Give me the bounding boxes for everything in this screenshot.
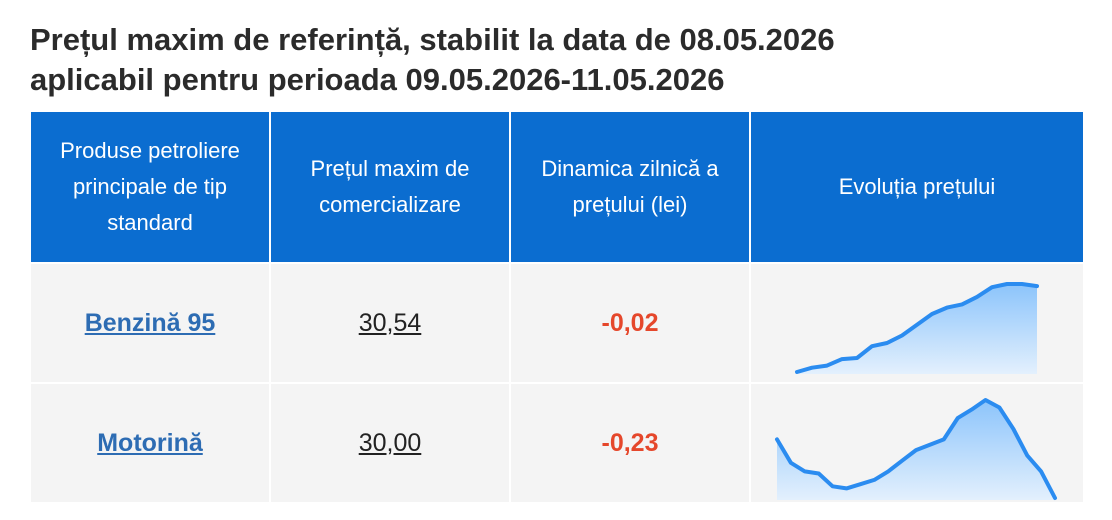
sparkline-area — [797, 284, 1037, 374]
table-body: Benzină 95 30,54 -0,02 Motorină 30,00 -0,23 — [29, 262, 1085, 504]
sparkline-line — [795, 282, 1039, 374]
column-header: Dinamica zilnică a prețului (lei) — [509, 112, 751, 264]
column-header: Produse petroliere principale de tip sta… — [29, 112, 271, 264]
product-link[interactable]: Motorină — [97, 428, 203, 457]
product-link[interactable]: Benzină 95 — [84, 308, 216, 337]
sparkline — [775, 398, 1057, 500]
change-cell: -0,23 — [509, 382, 751, 504]
price-cell: 30,00 — [269, 382, 511, 504]
trend-cell — [749, 262, 1085, 384]
price-link[interactable]: 30,54 — [358, 308, 422, 337]
title-line: Prețul maxim de referință, stabilit la d… — [30, 22, 835, 57]
sparkline-line — [775, 398, 1057, 500]
price-table: Produse petroliere principale de tip sta… — [29, 112, 1085, 504]
column-header: Prețul maxim de comercializare — [269, 112, 511, 264]
price-change: -0,02 — [601, 308, 659, 337]
price-cell: 30,54 — [269, 262, 511, 384]
sparkline-area — [777, 400, 1055, 500]
change-cell: -0,02 — [509, 262, 751, 384]
header-row: Produse petroliere principale de tip sta… — [29, 112, 1085, 264]
column-header: Evoluția prețului — [749, 112, 1085, 264]
sparkline — [795, 282, 1039, 374]
table-row: Motorină 30,00 -0,23 — [29, 382, 1085, 504]
table-row: Benzină 95 30,54 -0,02 — [29, 262, 1085, 384]
product-cell: Benzină 95 — [29, 262, 271, 384]
title: Prețul maxim de referință, stabilit la d… — [30, 20, 1090, 100]
trend-cell — [749, 382, 1085, 504]
product-cell: Motorină — [29, 382, 271, 504]
title-line: aplicabil pentru perioada 09.05.2026-11.… — [30, 62, 725, 97]
price-link[interactable]: 30,00 — [358, 428, 422, 457]
price-change: -0,23 — [601, 428, 659, 457]
